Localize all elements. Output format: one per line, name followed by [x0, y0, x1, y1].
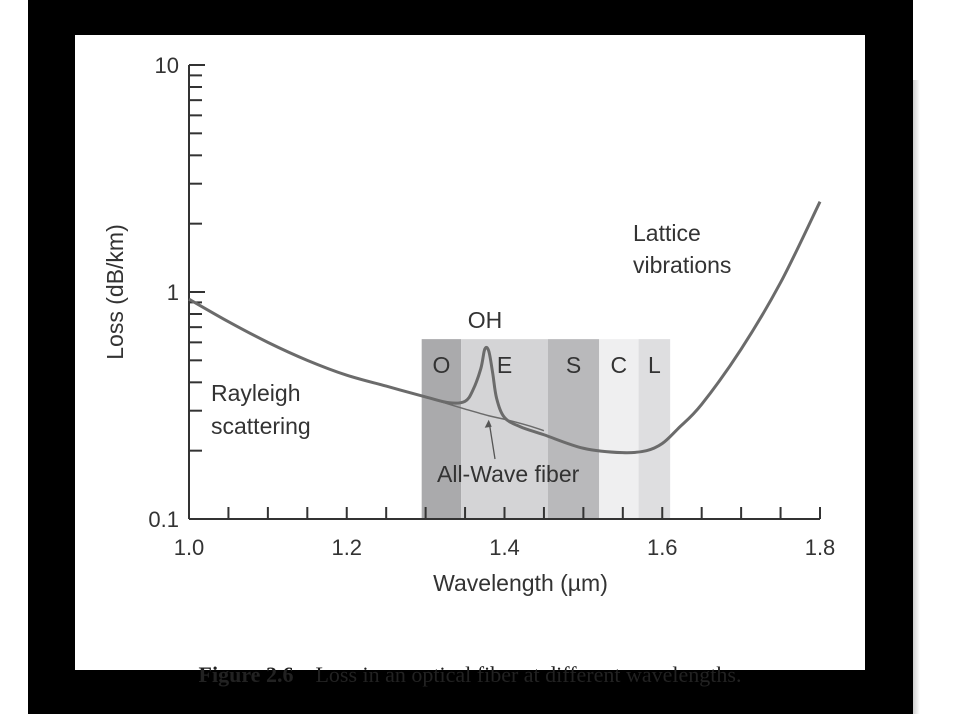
axes: 0.1 1 10 1.0 1.2 1.4 1.6 1.8 Wavelength (µm) Loss… — [102, 53, 835, 596]
loss-curve — [188, 201, 822, 455]
band-label-o: O — [432, 352, 450, 378]
figure-panel: 0.1 1 10 1.0 1.2 1.4 1.6 1.8 Wavelength (µm) Loss… — [75, 35, 865, 687]
x-tick-label: 1.0 — [174, 535, 205, 560]
band-o — [421, 339, 462, 519]
band-label-s: S — [566, 352, 581, 378]
lattice-label-line1: Lattice — [633, 220, 701, 246]
chart-labels: O E S C L Rayleigh scattering Lattice vibrations… — [211, 220, 731, 487]
oh-label: OH — [468, 307, 503, 333]
loss-curves — [188, 201, 822, 455]
band-c — [599, 339, 639, 519]
band-label-e: E — [497, 352, 512, 378]
lattice-label-line2: vibrations — [633, 252, 731, 278]
loss-chart: 0.1 1 10 1.0 1.2 1.4 1.6 1.8 Wavelength (µm) Loss… — [102, 53, 835, 596]
all-wave-arrow — [489, 425, 496, 460]
rayleigh-label-line2: scattering — [211, 413, 311, 439]
band-label-l: L — [648, 352, 661, 378]
all-wave-label: All-Wave fiber — [437, 461, 580, 487]
slide-shadow — [900, 80, 920, 714]
x-tick-label: 1.2 — [331, 535, 362, 560]
band-l — [638, 339, 671, 519]
figure-caption: Figure 2.6 Loss in an optical fiber at di… — [75, 662, 865, 688]
band-label-c: C — [611, 352, 628, 378]
y-tick-label: 0.1 — [148, 507, 179, 532]
x-tick-label: 1.4 — [489, 535, 520, 560]
x-axis-label: Wavelength (µm) — [433, 570, 608, 596]
y-axis-label: Loss (dB/km) — [102, 224, 128, 359]
all-wave-curve — [425, 396, 545, 432]
all-wave-arrowhead — [484, 419, 492, 428]
band-e — [461, 339, 548, 519]
caption-text: Loss in an optical fiber at different wa… — [315, 662, 742, 687]
rayleigh-label-line1: Rayleigh — [211, 380, 301, 406]
caption-number: Figure 2.6 — [198, 662, 294, 687]
x-tick-label: 1.8 — [805, 535, 836, 560]
x-tick-label: 1.6 — [647, 535, 678, 560]
wavelength-bands — [421, 339, 671, 519]
y-tick-label: 1 — [167, 280, 179, 305]
y-tick-label: 10 — [155, 53, 179, 78]
band-s — [547, 339, 600, 519]
